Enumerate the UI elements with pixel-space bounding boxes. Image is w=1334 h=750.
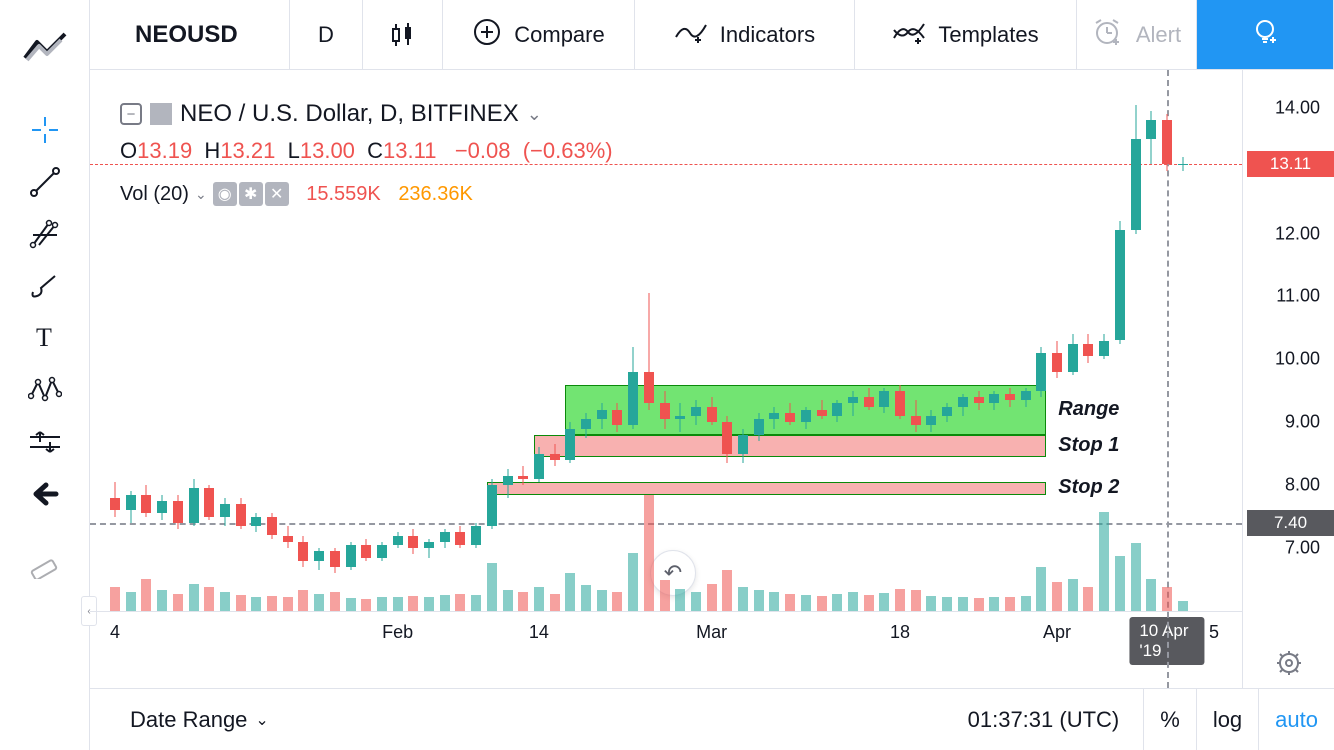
- eye-icon[interactable]: ◉: [213, 182, 237, 206]
- brush-tool[interactable]: [21, 260, 69, 312]
- top-toolbar: NEOUSD D Compare Indicators Templates Al…: [90, 0, 1334, 70]
- symbol-title: NEO / U.S. Dollar, D, BITFINEX: [180, 100, 519, 128]
- volume-ma: 236.36K: [398, 183, 473, 206]
- current-price-badge: 13.11: [1247, 151, 1334, 177]
- chart-style-button[interactable]: [363, 0, 443, 69]
- text-tool[interactable]: T: [21, 312, 69, 364]
- price-chart[interactable]: − NEO / U.S. Dollar, D, BITFINEX ⌄ O13.1…: [90, 70, 1242, 688]
- svg-text:T: T: [36, 324, 52, 352]
- volume-value: 15.559K: [306, 183, 381, 206]
- chevron-down-icon[interactable]: ⌄: [527, 104, 542, 125]
- alert-button[interactable]: Alert: [1077, 0, 1197, 69]
- tradingview-logo: [15, 20, 75, 76]
- templates-label: Templates: [938, 22, 1038, 48]
- flag-icon[interactable]: [150, 103, 172, 125]
- forecast-tool[interactable]: [21, 416, 69, 468]
- trendline-tool[interactable]: [21, 156, 69, 208]
- compare-button[interactable]: Compare: [443, 0, 635, 69]
- utc-time[interactable]: 01:37:31 (UTC): [968, 707, 1144, 733]
- zone-stop1[interactable]: [534, 435, 1046, 457]
- annotation-stop2: Stop 2: [1058, 476, 1119, 499]
- plus-circle-icon: [472, 17, 502, 53]
- chevron-down-icon: ⌄: [255, 710, 268, 730]
- lightbulb-icon: [1250, 15, 1280, 55]
- annotation-range: Range: [1058, 398, 1119, 421]
- chevron-down-icon[interactable]: ⌄: [195, 186, 207, 203]
- interval-button[interactable]: D: [290, 0, 363, 69]
- zone-stop2[interactable]: [487, 482, 1047, 495]
- gear-icon[interactable]: ✱: [239, 182, 263, 206]
- indicators-icon: [674, 19, 708, 51]
- price-axis[interactable]: 7.008.009.0010.0011.0012.0013.0014.0013.…: [1242, 70, 1334, 688]
- pattern-tool[interactable]: [21, 364, 69, 416]
- log-scale-button[interactable]: log: [1196, 689, 1258, 750]
- compare-label: Compare: [514, 22, 604, 48]
- indicators-label: Indicators: [720, 22, 815, 48]
- symbol-button[interactable]: NEOUSD: [90, 0, 290, 69]
- measure-tool[interactable]: [21, 538, 69, 590]
- bottom-toolbar: Date Range ⌄ 01:37:31 (UTC) % log auto: [90, 688, 1334, 750]
- chart-legend: − NEO / U.S. Dollar, D, BITFINEX ⌄ O13.1…: [120, 100, 613, 206]
- pitchfork-tool[interactable]: [21, 208, 69, 260]
- close-icon[interactable]: ✕: [265, 182, 289, 206]
- time-axis[interactable]: 4Feb14Mar18Apr10 Apr '195: [90, 611, 1242, 653]
- volume-label: Vol (20): [120, 183, 189, 206]
- publish-idea-button[interactable]: [1197, 0, 1334, 69]
- templates-button[interactable]: Templates: [855, 0, 1077, 69]
- ohlc-display: O13.19 H13.21 L13.00 C13.11 −0.08 (−0.63…: [120, 138, 613, 164]
- templates-icon: [892, 18, 926, 52]
- indicators-button[interactable]: Indicators: [635, 0, 855, 69]
- auto-scale-button[interactable]: auto: [1258, 689, 1334, 750]
- alert-label: Alert: [1136, 22, 1181, 48]
- date-range-button[interactable]: Date Range ⌄: [90, 707, 968, 733]
- percent-scale-button[interactable]: %: [1143, 689, 1196, 750]
- alarm-icon: [1092, 17, 1124, 53]
- collapse-legend-icon[interactable]: −: [120, 103, 142, 125]
- baseline-price-badge: 7.40: [1247, 510, 1334, 536]
- back-arrow-icon[interactable]: [21, 468, 69, 520]
- crosshair-tool[interactable]: [21, 104, 69, 156]
- candlestick-icon: [389, 21, 417, 49]
- drawing-toolbar: T ‹: [0, 0, 90, 750]
- axis-settings-icon[interactable]: [1243, 650, 1334, 676]
- annotation-stop1: Stop 1: [1058, 434, 1119, 457]
- undo-button[interactable]: ↶: [650, 550, 696, 596]
